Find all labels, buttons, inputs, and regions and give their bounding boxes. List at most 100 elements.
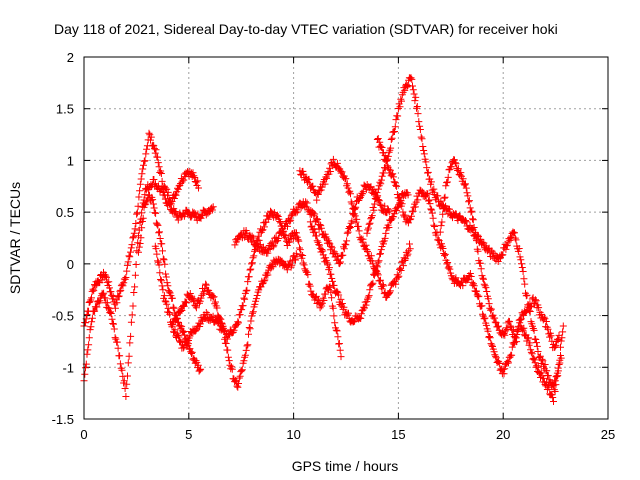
- data-point: [371, 200, 379, 208]
- data-point: [488, 341, 496, 349]
- data-point: [118, 280, 126, 288]
- data-point: [312, 216, 320, 224]
- data-point: [528, 350, 536, 358]
- data-point: [150, 142, 158, 150]
- data-point: [365, 220, 373, 228]
- data-point: [309, 182, 317, 190]
- data-point: [276, 218, 284, 225]
- series-track-6: [231, 181, 393, 268]
- data-point: [135, 243, 143, 251]
- data-point: [139, 214, 147, 222]
- data-point: [260, 277, 268, 285]
- data-point: [159, 255, 167, 263]
- data-point: [323, 235, 331, 243]
- data-point: [559, 322, 567, 330]
- data-point: [286, 217, 294, 225]
- data-point: [480, 315, 488, 323]
- data-point: [495, 358, 503, 366]
- data-point: [196, 297, 204, 305]
- data-point: [161, 297, 169, 305]
- data-point: [413, 103, 421, 110]
- data-point: [265, 212, 273, 220]
- data-point: [313, 196, 321, 204]
- data-point: [395, 272, 403, 280]
- data-point: [331, 319, 339, 327]
- data-point: [241, 351, 249, 359]
- data-point: [350, 205, 358, 213]
- data-point: [174, 332, 182, 339]
- data-point: [372, 267, 380, 274]
- data-point: [551, 377, 559, 385]
- data-point: [427, 178, 435, 186]
- data-point: [116, 360, 124, 368]
- data-point: [310, 225, 318, 233]
- data-point: [287, 263, 295, 271]
- data-point: [555, 331, 563, 339]
- data-point: [409, 207, 417, 215]
- data-point: [295, 237, 303, 245]
- data-point: [529, 355, 537, 363]
- data-point: [521, 280, 529, 288]
- data-point: [468, 225, 476, 233]
- data-point: [526, 339, 534, 347]
- data-point: [91, 282, 99, 290]
- data-point: [547, 332, 555, 340]
- data-point: [180, 176, 188, 184]
- data-point: [495, 322, 502, 330]
- data-point: [314, 191, 322, 198]
- data-point: [175, 333, 183, 341]
- data-point: [326, 283, 334, 291]
- data-point: [149, 196, 157, 204]
- data-point: [338, 168, 346, 176]
- data-point: [459, 282, 467, 290]
- data-point: [162, 270, 170, 278]
- data-point: [155, 261, 163, 269]
- data-point: [392, 116, 400, 124]
- data-point: [553, 369, 561, 377]
- data-point: [243, 286, 251, 294]
- data-point: [288, 261, 296, 269]
- data-point: [373, 263, 381, 271]
- data-point: [412, 93, 420, 101]
- data-point: [404, 219, 412, 227]
- data-point: [296, 244, 303, 252]
- data-point: [325, 264, 333, 272]
- data-point: [437, 197, 445, 205]
- data-point: [553, 335, 561, 343]
- data-point: [420, 147, 428, 154]
- series-track-5: [168, 207, 345, 361]
- data-point: [128, 241, 136, 249]
- data-point: [487, 305, 495, 313]
- data-point: [513, 338, 521, 346]
- data-point: [150, 176, 158, 183]
- data-point: [81, 370, 89, 378]
- data-point: [122, 274, 130, 281]
- data-point: [287, 216, 295, 224]
- data-point: [154, 159, 162, 167]
- data-point: [154, 221, 162, 229]
- data-point: [465, 197, 473, 205]
- data-point: [518, 264, 526, 271]
- data-point: [171, 326, 179, 334]
- data-point: [138, 170, 146, 178]
- data-point: [389, 170, 397, 178]
- data-point: [390, 178, 398, 186]
- data-point: [313, 215, 321, 223]
- data-point: [370, 270, 378, 278]
- data-point: [158, 185, 166, 193]
- data-point: [389, 213, 397, 221]
- data-point: [465, 198, 473, 206]
- data-point: [122, 393, 130, 400]
- data-point: [231, 376, 239, 384]
- data-point: [552, 381, 560, 389]
- data-point: [108, 315, 116, 323]
- data-point: [249, 308, 257, 316]
- data-point: [135, 193, 143, 201]
- data-point: [103, 299, 111, 307]
- data-point: [424, 169, 431, 177]
- data-point: [139, 165, 147, 173]
- data-point: [444, 259, 452, 266]
- data-point: [524, 334, 532, 342]
- data-point: [515, 245, 523, 252]
